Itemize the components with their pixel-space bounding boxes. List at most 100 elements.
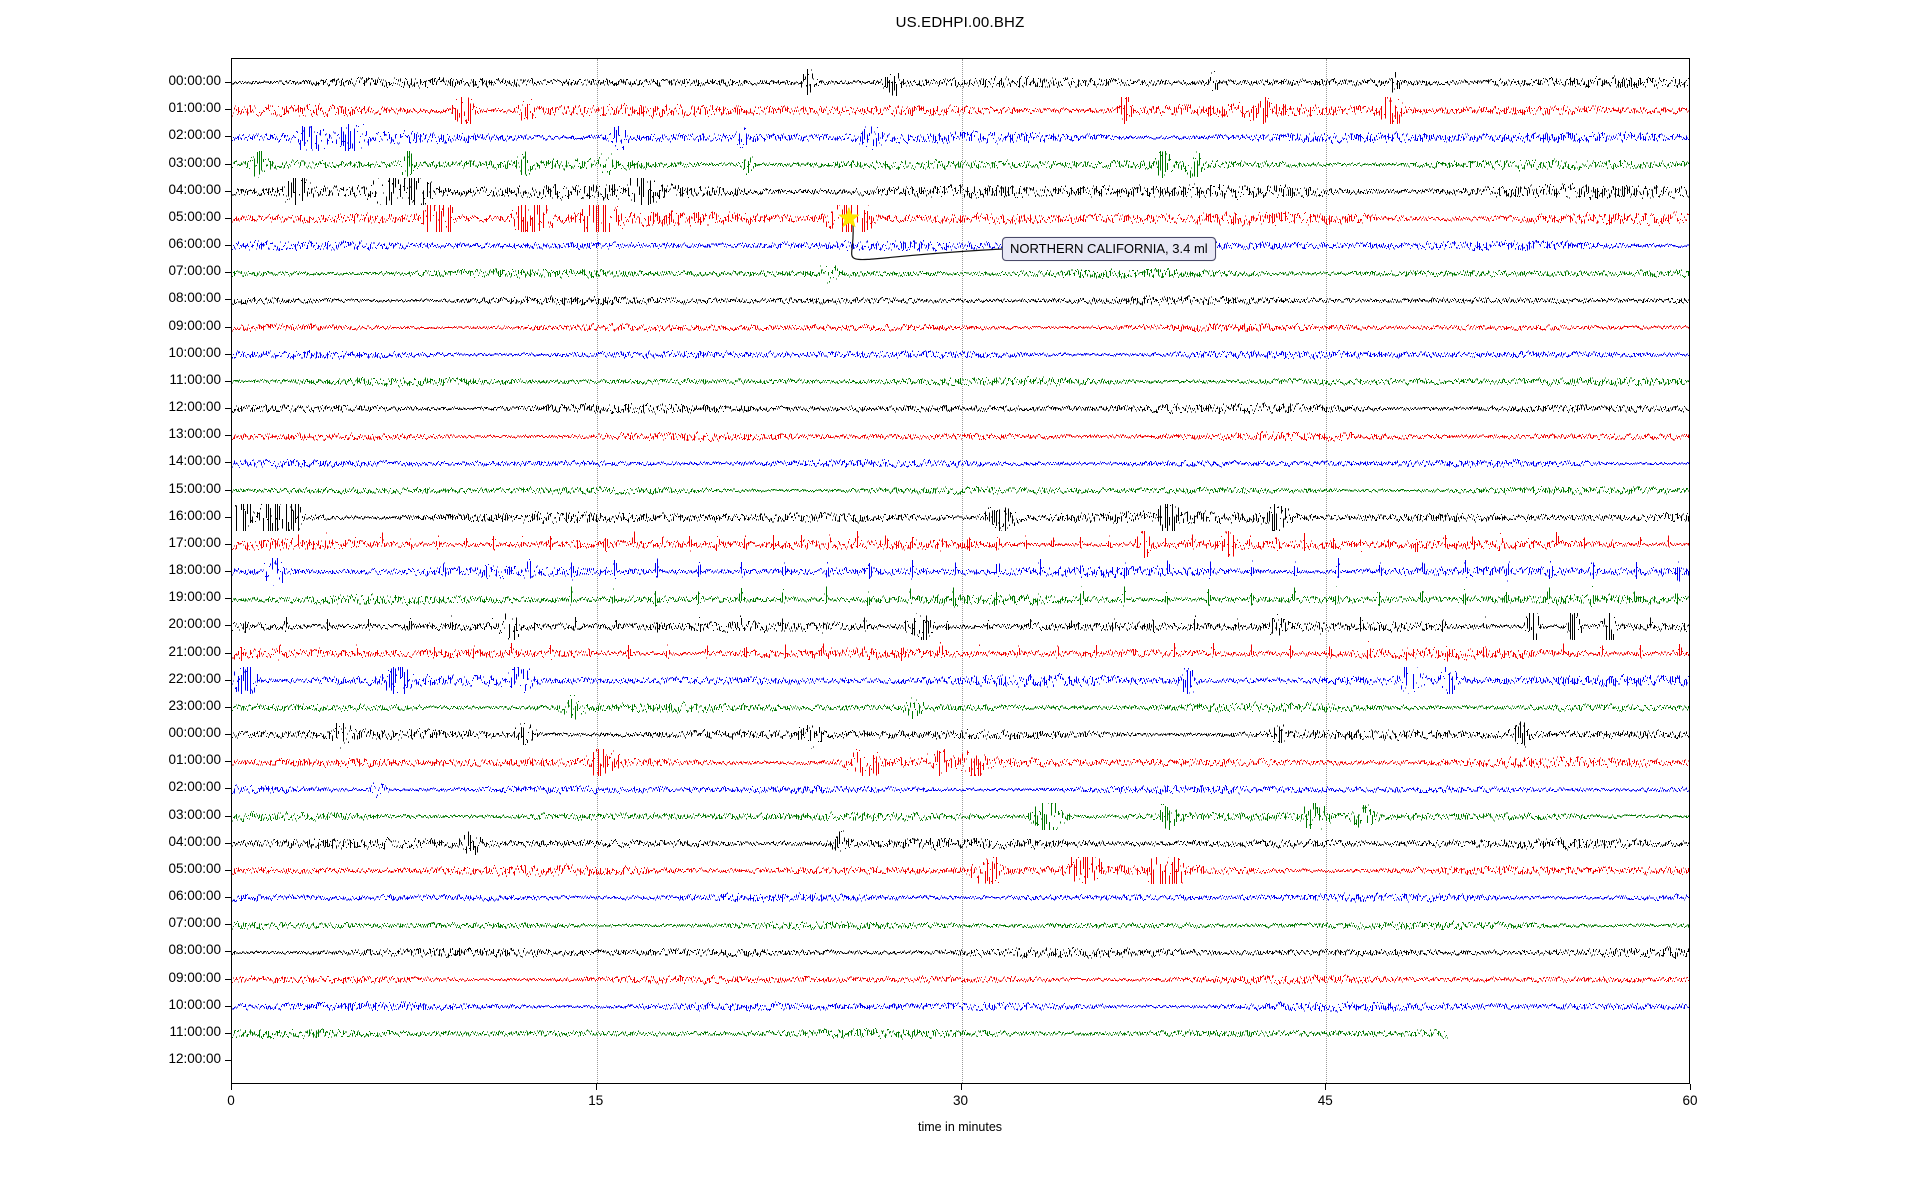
- x-tick-label: 0: [227, 1093, 235, 1108]
- y-tick-label: 05:00:00: [168, 208, 221, 224]
- y-tick-label: 18:00:00: [168, 562, 221, 577]
- waveform-trace: [232, 1020, 1689, 1046]
- waveform-trace: [232, 314, 1689, 340]
- y-tick-label: 20:00:00: [168, 616, 221, 632]
- y-tick-mark: [225, 245, 231, 246]
- x-tick-mark: [1690, 1084, 1691, 1090]
- y-tick-mark: [225, 299, 231, 301]
- y-tick-label: 22:00:00: [168, 670, 221, 686]
- waveform-trace: [232, 423, 1689, 449]
- gridline-x-45: [1326, 59, 1328, 1083]
- x-tick-label: 60: [1682, 1093, 1698, 1108]
- y-tick-mark: [225, 516, 231, 518]
- y-tick-label: 12:00:00: [168, 1051, 221, 1066]
- waveform-trace: [232, 232, 1689, 258]
- waveform-trace: [232, 1047, 1689, 1073]
- y-tick-label: 19:00:00: [168, 589, 221, 605]
- y-tick-mark: [225, 82, 231, 83]
- y-tick-mark: [225, 109, 231, 111]
- y-tick-mark: [225, 163, 231, 165]
- y-tick-label: 10:00:00: [168, 344, 221, 360]
- y-tick-mark: [225, 652, 231, 654]
- x-tick-mark: [1325, 1084, 1327, 1090]
- waveform-trace: [232, 368, 1689, 394]
- y-tick-label: 04:00:00: [168, 833, 221, 849]
- helicorder-plot: [231, 58, 1690, 1084]
- y-tick-label: 23:00:00: [168, 697, 221, 713]
- waveform-trace: [232, 395, 1689, 421]
- y-tick-mark: [225, 136, 231, 138]
- y-tick-mark: [225, 1005, 231, 1007]
- waveform-trace: [232, 640, 1689, 666]
- star-marker: [837, 206, 860, 234]
- waveform-trace: [232, 96, 1689, 124]
- y-tick-mark: [225, 1032, 231, 1034]
- waveform-trace: [232, 884, 1689, 910]
- y-tick-label: 21:00:00: [168, 643, 221, 659]
- y-tick-mark: [225, 408, 231, 409]
- y-tick-label: 08:00:00: [168, 290, 221, 306]
- y-tick-mark: [225, 897, 231, 898]
- y-tick-mark: [225, 842, 231, 844]
- y-tick-label: 11:00:00: [169, 371, 221, 387]
- y-tick-label: 04:00:00: [168, 181, 221, 197]
- y-tick-mark: [225, 462, 231, 464]
- waveform-trace: [232, 178, 1689, 206]
- y-tick-label: 02:00:00: [168, 127, 221, 143]
- y-tick-mark: [225, 734, 231, 735]
- y-tick-mark: [225, 380, 231, 382]
- y-tick-label: 08:00:00: [168, 942, 221, 958]
- x-tick-mark: [595, 1084, 597, 1090]
- waveform-trace: [232, 748, 1689, 776]
- y-tick-label: 15:00:00: [168, 480, 221, 496]
- x-tick-mark: [231, 1084, 232, 1090]
- waveform-trace: [232, 477, 1689, 503]
- y-tick-mark: [225, 543, 231, 545]
- waveform-trace: [232, 150, 1689, 179]
- y-tick-mark: [225, 625, 231, 627]
- event-annotation-label[interactable]: NORTHERN CALIFORNIA, 3.4 ml: [1002, 237, 1216, 261]
- y-tick-label: 03:00:00: [168, 154, 221, 170]
- y-tick-label: 10:00:00: [168, 996, 221, 1012]
- y-tick-mark: [225, 353, 231, 355]
- y-tick-mark: [225, 924, 231, 926]
- waveform-trace: [232, 585, 1689, 612]
- waveform-trace: [232, 612, 1689, 640]
- waveform-trace: [232, 558, 1689, 584]
- y-tick-label: 03:00:00: [168, 806, 221, 822]
- y-tick-mark: [225, 435, 231, 437]
- waveform-trace: [232, 857, 1689, 885]
- y-tick-mark: [225, 788, 231, 790]
- waveform-trace: [232, 694, 1689, 720]
- y-tick-mark: [225, 679, 231, 681]
- waveform-trace: [232, 966, 1689, 992]
- y-tick-label: 00:00:00: [168, 725, 221, 740]
- y-tick-mark: [225, 869, 231, 871]
- x-tick-label: 45: [1317, 1093, 1333, 1108]
- y-tick-label: 01:00:00: [168, 100, 221, 116]
- page-title: US.EDHPI.00.BHZ: [895, 14, 1025, 31]
- y-tick-label: 09:00:00: [168, 317, 221, 333]
- y-tick-mark: [225, 761, 231, 763]
- y-tick-mark: [225, 190, 231, 192]
- y-tick-label: 00:00:00: [168, 73, 221, 88]
- waveform-trace: [232, 531, 1689, 559]
- y-tick-label: 06:00:00: [168, 888, 221, 903]
- y-tick-mark: [225, 706, 231, 708]
- waveform-trace: [232, 205, 1689, 233]
- waveform-trace: [232, 287, 1689, 313]
- y-tick-mark: [225, 489, 231, 491]
- waveform-trace: [232, 69, 1689, 97]
- y-tick-label: 12:00:00: [168, 399, 221, 414]
- y-tick-mark: [225, 217, 231, 219]
- y-tick-label: 07:00:00: [168, 915, 221, 931]
- x-axis-title: time in minutes: [917, 1120, 1003, 1134]
- plot-inner: [232, 59, 1689, 1083]
- y-tick-label: 02:00:00: [168, 779, 221, 795]
- y-tick-label: 13:00:00: [168, 426, 221, 442]
- y-tick-label: 09:00:00: [168, 969, 221, 985]
- y-tick-mark: [225, 598, 231, 600]
- x-tick-mark: [960, 1084, 962, 1090]
- y-tick-label: 14:00:00: [168, 453, 221, 469]
- waveform-trace: [232, 939, 1689, 965]
